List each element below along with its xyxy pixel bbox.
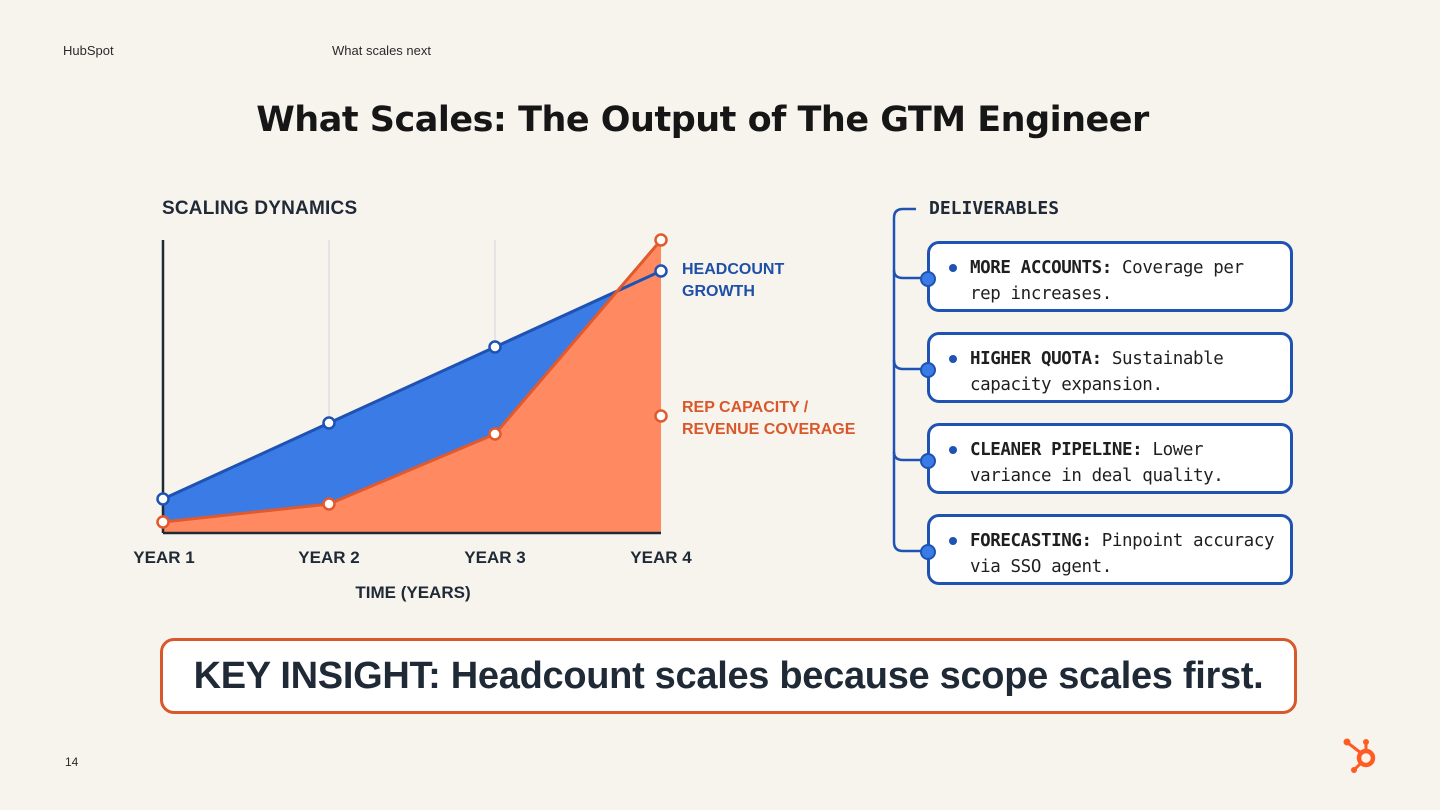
deliverable-label: MORE ACCOUNTS: [970, 258, 1112, 278]
deliverables-title: DELIVERABLES [929, 198, 1060, 219]
deliverable-card: HIGHER QUOTA: Sustainable capacity expan… [927, 332, 1293, 403]
legend-headcount-line2: GROWTH [682, 283, 755, 300]
x-axis-label: TIME (YEARS) [355, 583, 471, 602]
headcount-line [162, 269, 662, 501]
deliverable-label: CLEANER PIPELINE: [970, 440, 1143, 460]
chart-title: SCALING DYNAMICS [162, 198, 358, 219]
deliverable-label: FORECASTING: [970, 531, 1092, 551]
deliverable-text: Lower variance in deal quality. [970, 440, 1224, 486]
connector-node-icon [920, 544, 936, 560]
x-tick-year-4: YEAR 4 [630, 548, 692, 567]
headcount-markers [156, 264, 668, 506]
scaling-chart [156, 233, 668, 535]
deliverable-text: Pinpoint accuracy via SSO agent. [970, 531, 1275, 577]
connector-node-icon [920, 453, 936, 469]
capacity-area [163, 240, 661, 532]
legend-capacity-line1: REP CAPACITY / [682, 399, 809, 416]
legend-capacity-line2: REVENUE COVERAGE [682, 421, 856, 438]
page-number: 14 [65, 755, 79, 769]
brand-label: HubSpot [63, 43, 114, 58]
deliverables-bracket [892, 207, 926, 553]
capacity-markers [156, 233, 668, 529]
legend-headcount: HEADCOUNT GROWTH [682, 259, 784, 303]
key-insight-box: KEY INSIGHT: Headcount scales because sc… [160, 638, 1297, 714]
slide-title: What Scales: The Output of The GTM Engin… [256, 100, 1149, 140]
capacity-line [162, 239, 663, 524]
bullet-icon [949, 446, 957, 454]
deliverable-text: Coverage per rep increases. [970, 258, 1244, 304]
connector-node-icon [920, 362, 936, 378]
x-tick-year-3: YEAR 3 [464, 548, 526, 567]
deliverable-label: HIGHER QUOTA: [970, 349, 1102, 369]
x-tick-year-1: YEAR 1 [133, 548, 195, 567]
bullet-icon [949, 537, 957, 545]
connector-node-icon [920, 271, 936, 287]
bullet-icon [949, 264, 957, 272]
section-label: What scales next [332, 43, 431, 58]
deliverable-card: FORECASTING: Pinpoint accuracy via SSO a… [927, 514, 1293, 585]
bullet-icon [949, 355, 957, 363]
legend-capacity: REP CAPACITY / REVENUE COVERAGE [682, 397, 855, 441]
hubspot-logo-icon [1343, 738, 1376, 773]
x-tick-year-2: YEAR 2 [298, 548, 360, 567]
deliverable-card: CLEANER PIPELINE: Lower variance in deal… [927, 423, 1293, 494]
deliverable-text: Sustainable capacity expansion. [970, 349, 1224, 395]
legend-headcount-line1: HEADCOUNT [682, 261, 785, 278]
deliverable-card: MORE ACCOUNTS: Coverage per rep increase… [927, 241, 1293, 312]
